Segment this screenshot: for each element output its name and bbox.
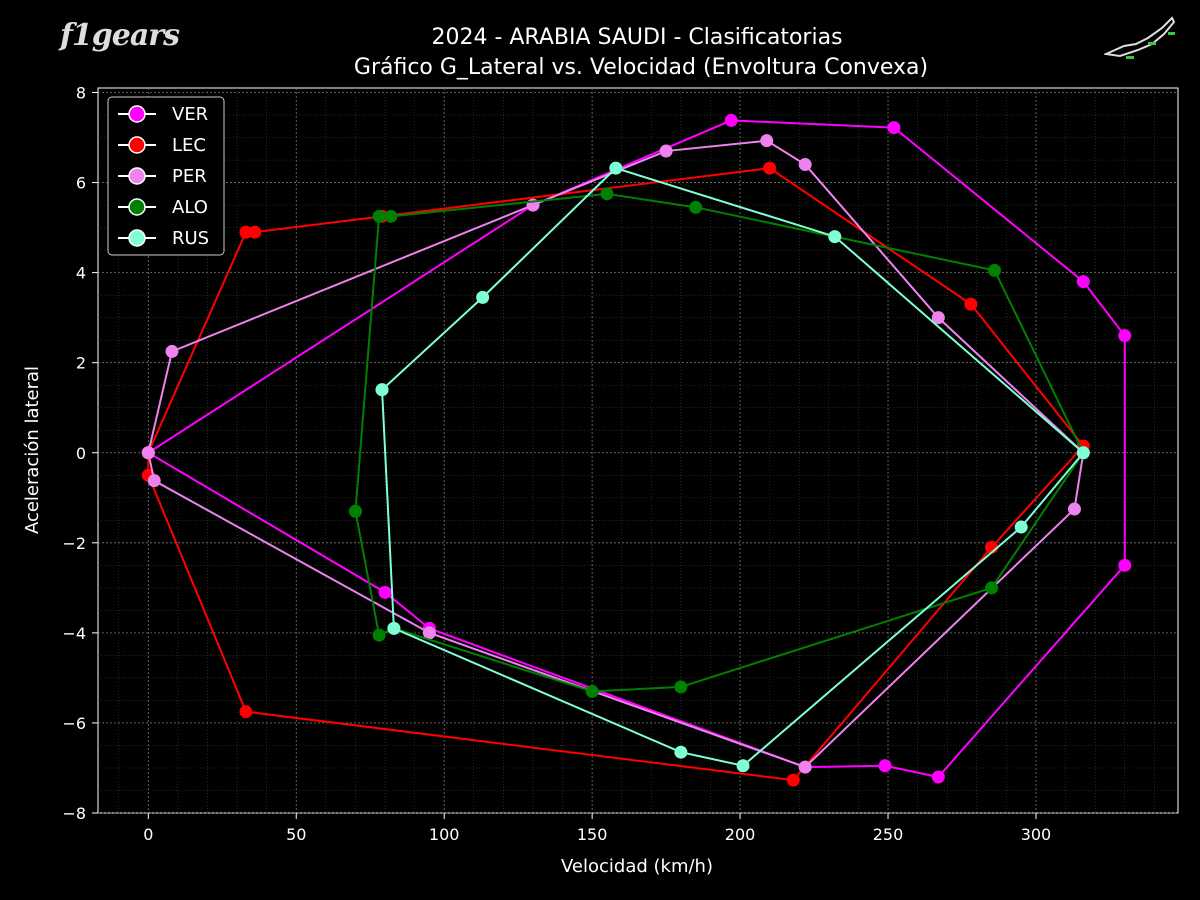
legend-marker-per	[128, 167, 146, 185]
hull-point-alo	[689, 200, 703, 214]
hull-point-lec	[964, 297, 978, 311]
y-tick-label: −6	[62, 714, 86, 733]
hull-point-alo	[988, 263, 1002, 277]
legend: VER LEC PER ALO RUS	[107, 96, 225, 256]
y-axis-label: Aceleración lateral	[22, 366, 43, 534]
hull-point-rus	[476, 290, 490, 304]
grid-lines	[98, 88, 1178, 814]
track-map-icon	[1104, 16, 1176, 59]
hull-point-rus	[674, 745, 688, 759]
legend-label-lec: LEC	[172, 135, 206, 156]
y-tick-label: 8	[76, 84, 86, 103]
legend-marker-rus	[128, 229, 146, 247]
legend-label-per: PER	[172, 166, 207, 187]
legend-label-ver: VER	[172, 104, 208, 125]
plot-area	[97, 87, 1179, 814]
hull-point-alo	[384, 209, 398, 223]
x-tick-label: 100	[429, 825, 460, 844]
y-tick-label: 6	[76, 174, 86, 193]
legend-label-rus: RUS	[172, 228, 209, 249]
hull-point-per	[1067, 502, 1081, 516]
hull-point-alo	[585, 684, 599, 698]
hull-point-ver	[724, 113, 738, 127]
hull-point-alo	[600, 187, 614, 201]
x-tick-label: 300	[1021, 825, 1052, 844]
hull-point-ver	[1118, 558, 1132, 572]
chart-subtitle: Gráfico G_Lateral vs. Velocidad (Envoltu…	[354, 55, 928, 80]
y-tick-label: −2	[62, 534, 86, 553]
x-tick-label: 50	[286, 825, 306, 844]
legend-marker-lec	[128, 136, 146, 154]
x-tick-label: 150	[577, 825, 608, 844]
hull-point-ver	[887, 121, 901, 135]
axis-ticks: 0 50 100 150 200 250 300 −8 −6 −4 −2 0 2 4 6 8	[62, 84, 1051, 844]
f1gears-logo: f1gears	[60, 18, 180, 53]
hull-point-ver	[1118, 329, 1132, 343]
hull-point-per	[931, 311, 945, 325]
hull-point-ver	[1076, 275, 1090, 289]
y-tick-label: −4	[62, 624, 86, 643]
hull-point-ver	[878, 759, 892, 773]
hull-point-lec	[786, 773, 800, 787]
hull-point-per	[141, 446, 155, 460]
hull-point-per	[147, 474, 161, 488]
x-tick-label: 250	[873, 825, 904, 844]
hull-point-per	[165, 344, 179, 358]
x-tick-label: 200	[725, 825, 756, 844]
hull-point-lec	[239, 705, 253, 719]
hull-point-alo	[985, 581, 999, 595]
hull-line-rus	[381, 167, 1085, 767]
y-tick-label: −8	[62, 804, 86, 823]
legend-marker-alo	[128, 198, 146, 216]
hull-point-per	[798, 158, 812, 172]
legend-label-alo: ALO	[172, 197, 208, 218]
hull-point-alo	[674, 680, 688, 694]
hull-point-rus	[828, 230, 842, 244]
hull-point-alo	[372, 628, 386, 642]
hull-lines	[141, 113, 1132, 787]
hull-point-per	[659, 144, 673, 158]
hull-point-rus	[387, 621, 401, 635]
legend-marker-ver	[128, 105, 146, 123]
hull-point-rus	[736, 759, 750, 773]
hull-point-rus	[1076, 446, 1090, 460]
hull-point-alo	[372, 209, 386, 223]
y-tick-label: 2	[76, 354, 86, 373]
hull-point-per	[798, 760, 812, 774]
hull-point-lec	[763, 161, 777, 175]
y-tick-label: 4	[76, 264, 86, 283]
hull-point-alo	[348, 504, 362, 518]
chart-title: 2024 - ARABIA SAUDI - Clasificatorias	[431, 25, 842, 50]
hull-point-ver	[378, 585, 392, 599]
hull-point-rus	[375, 383, 389, 397]
hull-point-rus	[609, 161, 623, 175]
y-tick-label: 0	[76, 444, 86, 463]
hull-point-lec	[248, 225, 262, 239]
hull-point-ver	[931, 770, 945, 784]
x-tick-label: 0	[143, 825, 153, 844]
hull-point-per	[760, 134, 774, 148]
hull-point-rus	[1014, 520, 1028, 534]
x-axis-label: Velocidad (km/h)	[561, 856, 713, 877]
hull-point-per	[422, 626, 436, 640]
